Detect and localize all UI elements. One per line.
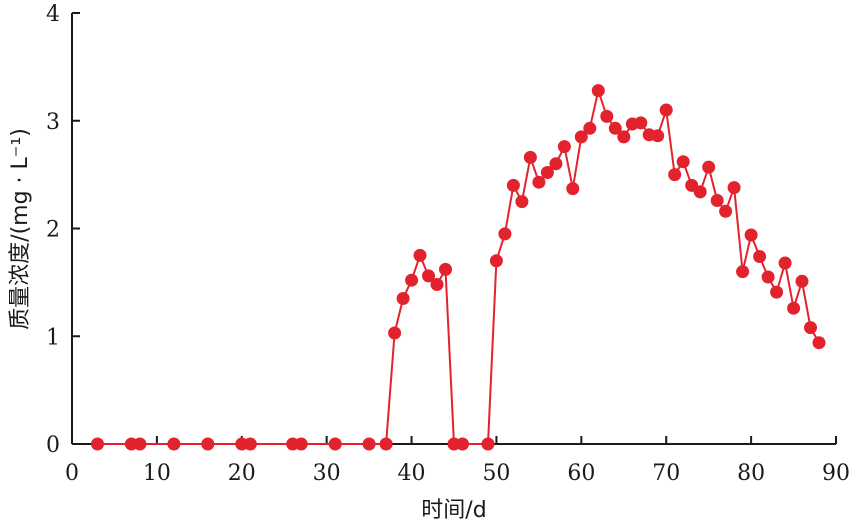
data-point bbox=[795, 274, 809, 288]
data-point bbox=[676, 155, 690, 169]
data-point bbox=[634, 116, 648, 130]
y-axis-title: 质量浓度/(mg · L⁻¹) bbox=[8, 128, 33, 330]
y-tick-label: 3 bbox=[46, 110, 60, 135]
data-point bbox=[506, 178, 520, 192]
data-point bbox=[167, 437, 181, 451]
data-point bbox=[770, 285, 784, 299]
data-point bbox=[294, 437, 308, 451]
x-tick-label: 90 bbox=[822, 461, 850, 486]
data-point bbox=[600, 109, 614, 123]
x-tick-label: 70 bbox=[652, 461, 680, 486]
data-point bbox=[710, 194, 724, 207]
data-point bbox=[702, 160, 716, 174]
data-point bbox=[422, 269, 435, 283]
data-point bbox=[812, 336, 826, 350]
data-point bbox=[753, 250, 767, 263]
data-point bbox=[388, 326, 402, 340]
data-point bbox=[515, 195, 529, 209]
data-point bbox=[379, 437, 393, 451]
data-point bbox=[761, 270, 775, 284]
data-point bbox=[481, 437, 495, 451]
data-point bbox=[549, 157, 563, 171]
series-line bbox=[97, 86, 820, 445]
x-tick-label: 40 bbox=[398, 461, 426, 486]
data-point bbox=[328, 437, 342, 451]
data-point bbox=[532, 175, 546, 189]
y-tick-label: 2 bbox=[46, 218, 60, 243]
data-point bbox=[693, 185, 707, 199]
data-point bbox=[659, 103, 673, 117]
data-point bbox=[727, 181, 741, 195]
data-point bbox=[557, 140, 571, 154]
data-point bbox=[439, 262, 452, 276]
y-axis-ticks: 0 1 2 3 4 bbox=[46, 2, 80, 458]
data-point bbox=[523, 150, 537, 164]
x-tick-label: 0 bbox=[65, 461, 79, 486]
data-point bbox=[574, 130, 588, 144]
x-tick-label: 80 bbox=[737, 461, 765, 486]
data-point bbox=[498, 227, 512, 241]
data-point bbox=[362, 437, 376, 451]
data-point bbox=[396, 292, 410, 305]
data-point bbox=[787, 301, 801, 315]
x-tick-label: 60 bbox=[567, 461, 595, 486]
x-tick-label: 10 bbox=[143, 461, 171, 486]
data-point bbox=[243, 437, 257, 451]
data-point bbox=[201, 437, 215, 451]
data-point bbox=[617, 130, 631, 144]
data-point bbox=[430, 278, 444, 291]
data-point bbox=[804, 321, 817, 335]
data-point bbox=[719, 204, 733, 218]
data-point bbox=[668, 168, 682, 182]
data-point bbox=[413, 248, 427, 262]
data-point bbox=[456, 437, 469, 451]
x-axis-title: 时间/d bbox=[421, 498, 486, 523]
x-tick-label: 50 bbox=[482, 461, 510, 486]
data-point bbox=[591, 84, 605, 98]
data-point bbox=[608, 121, 622, 135]
data-point bbox=[133, 437, 147, 451]
x-axis-ticks: 0 10 20 30 40 50 60 70 80 90 bbox=[65, 436, 850, 486]
chart-axes bbox=[71, 13, 836, 445]
series-layer bbox=[91, 84, 826, 451]
y-tick-label: 4 bbox=[46, 2, 60, 27]
y-tick-label: 0 bbox=[46, 433, 60, 458]
y-tick-label: 1 bbox=[46, 325, 60, 350]
data-point bbox=[744, 228, 758, 242]
data-point bbox=[405, 273, 419, 287]
data-point bbox=[566, 182, 580, 196]
x-tick-label: 30 bbox=[313, 461, 341, 486]
x-tick-label: 20 bbox=[228, 461, 256, 486]
data-point bbox=[489, 254, 503, 268]
data-point bbox=[540, 166, 554, 179]
data-point bbox=[583, 121, 597, 135]
data-point bbox=[651, 129, 665, 143]
data-point bbox=[91, 437, 104, 451]
data-point bbox=[736, 265, 750, 279]
data-point bbox=[778, 256, 792, 270]
